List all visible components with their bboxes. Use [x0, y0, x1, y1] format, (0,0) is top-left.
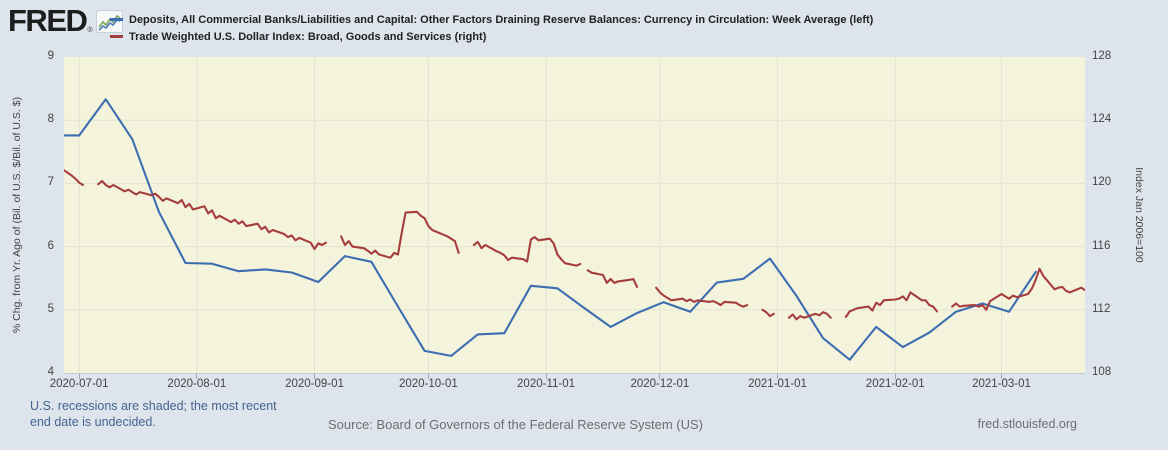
chart-legend: Deposits, All Commercial Banks/Liabiliti…: [110, 11, 873, 45]
x-tick-label: 2021-02-01: [865, 378, 925, 390]
x-tick-mark: [427, 374, 429, 379]
y-tick-label-right: 120: [1092, 176, 1112, 189]
x-tick-label: 2020-10-01: [398, 378, 458, 390]
x-tick-mark: [78, 374, 80, 379]
x-tick-label: 2020-11-01: [517, 378, 576, 390]
x-tick-label: 2020-12-01: [630, 378, 690, 390]
y-tick-label-right: 116: [1092, 239, 1111, 252]
legend-swatch-dollar-index: [110, 35, 123, 38]
y-tick-label-left: 6: [47, 239, 54, 252]
x-tick-label: 2021-03-01: [972, 378, 1031, 390]
y-tick-label-left: 8: [47, 113, 54, 126]
x-tick-mark: [1000, 374, 1002, 379]
fred-logo-text: FRED: [8, 3, 88, 38]
series-line-trade-weighted-dollar-index: [64, 168, 1085, 321]
line-chart-icon: [95, 10, 123, 33]
legend-item-dollar-index: Trade Weighted U.S. Dollar Index: Broad,…: [110, 28, 873, 45]
series-line-deposits-currency-in-circulation: [64, 98, 1037, 361]
recession-note: U.S. recessions are shaded; the most rec…: [30, 399, 277, 429]
y-tick-label-left: 5: [47, 302, 54, 315]
source-text: Source: Board of Governors of the Federa…: [328, 417, 703, 432]
x-tick-mark: [777, 374, 779, 379]
legend-item-deposits: Deposits, All Commercial Banks/Liabiliti…: [110, 11, 873, 28]
plot-area: [64, 57, 1085, 374]
site-link: fred.stlouisfed.org: [977, 417, 1077, 431]
x-tick-mark: [545, 374, 547, 379]
x-tick-label: 2020-08-01: [167, 378, 227, 390]
x-tick-label: 2021-01-01: [748, 378, 807, 390]
x-tick-mark: [196, 374, 198, 379]
left-axis-title: % Chg. from Yr. Ago of (Bil. of U.S. $/B…: [11, 96, 23, 334]
x-tick-label: 2020-07-01: [49, 378, 109, 390]
y-tick-label-right: 108: [1092, 366, 1112, 378]
x-tick-mark: [314, 374, 315, 379]
y-tick-label-right: 112: [1092, 302, 1111, 315]
legend-swatch-deposits: [110, 18, 123, 21]
y-tick-label-right: 124: [1092, 113, 1112, 126]
legend-label-deposits: Deposits, All Commercial Banks/Liabiliti…: [129, 13, 874, 26]
y-tick-label-left: 7: [47, 176, 54, 189]
y-tick-label-left: 9: [47, 50, 54, 62]
x-tick-label: 2020-09-01: [285, 378, 344, 390]
x-tick-mark: [894, 374, 896, 379]
legend-label-dollar-index: Trade Weighted U.S. Dollar Index: Broad,…: [129, 30, 487, 43]
fred-logo: FRED ®: [8, 3, 123, 38]
y-tick-label-left: 4: [47, 366, 54, 378]
x-tick-mark: [659, 374, 661, 379]
chart-canvas: [64, 57, 1085, 373]
registered-trademark-icon: ®: [87, 27, 93, 34]
y-tick-label-right: 128: [1092, 50, 1112, 62]
right-axis-title: Index Jan 2006=100: [1133, 167, 1145, 263]
